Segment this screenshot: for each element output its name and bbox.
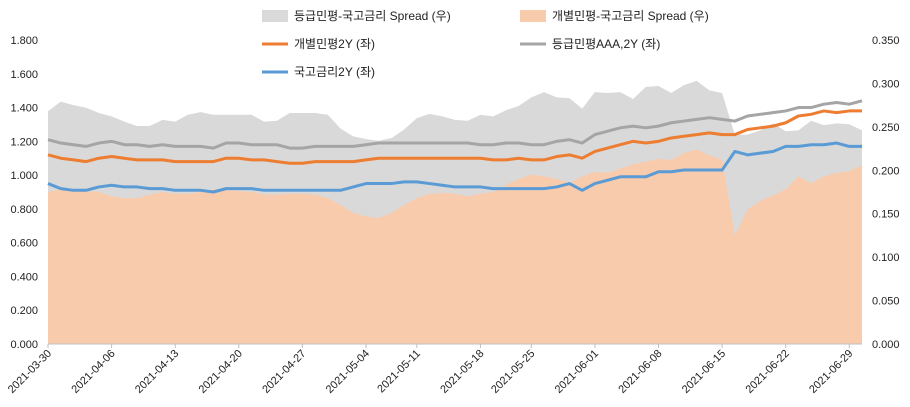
y-left-tick-label: 0.200 xyxy=(10,305,38,317)
y-left-tick-label: 1.000 xyxy=(10,170,38,182)
x-tick-label: 2021-05-25 xyxy=(489,348,537,396)
y-left-tick-label: 1.200 xyxy=(10,136,38,148)
x-tick-label: 2021-05-11 xyxy=(375,348,423,396)
y-axis-left-ticks: 0.000 0.200 0.400 0.600 0.800 1.000 1.200 1.400… xyxy=(10,35,38,351)
x-tick-label: 2021-05-18 xyxy=(438,348,486,396)
x-tick-label: 2021-04-06 xyxy=(69,348,117,396)
y-right-tick-label: 0.350 xyxy=(872,35,900,47)
area-series-1 xyxy=(48,149,862,344)
legend-label-line-indiv: 개별민평2Y (좌) xyxy=(294,37,375,51)
y-left-tick-label: 0.600 xyxy=(10,238,38,250)
x-tick-label: 2021-06-29 xyxy=(807,348,855,396)
x-tick-label: 2021-06-08 xyxy=(616,348,664,396)
line-series-1 xyxy=(47,109,862,165)
y-left-tick-label: 1.800 xyxy=(10,35,38,47)
x-tick-label: 2021-05-04 xyxy=(324,348,372,396)
line-series-2 xyxy=(47,141,862,194)
x-tick-label: 2021-06-15 xyxy=(680,348,728,396)
x-tick-label: 2021-04-20 xyxy=(197,348,245,396)
legend-swatch-area-indiv xyxy=(520,10,546,22)
legend-label-area-indiv: 개별민평-국고금리 Spread (우) xyxy=(552,9,709,23)
y-left-tick-label: 0.000 xyxy=(10,339,38,351)
x-tick-label: 2021-04-13 xyxy=(133,348,181,396)
spread-areas xyxy=(48,80,862,344)
y-right-tick-label: 0.250 xyxy=(872,122,900,134)
legend-label-area-aaa: 등급민평-국고금리 Spread (우) xyxy=(294,9,451,23)
legend-swatch-area-aaa xyxy=(262,10,288,22)
y-left-tick-label: 0.800 xyxy=(10,204,38,216)
y-right-tick-label: 0.150 xyxy=(872,209,900,221)
legend-label-line-aaa: 등급민평AAA,2Y (좌) xyxy=(552,37,660,51)
x-axis-ticks: 2021-03-30 2021-04-06 2021-04-13 2021-04-20… xyxy=(6,344,855,396)
line-series-0 xyxy=(47,99,863,150)
legend-label-line-ktb: 국고금리2Y (좌) xyxy=(294,65,375,79)
x-tick-label: 2021-03-30 xyxy=(6,348,54,396)
x-tick-label: 2021-04-27 xyxy=(260,348,308,396)
y-left-tick-label: 1.600 xyxy=(10,69,38,81)
y-left-tick-label: 1.400 xyxy=(10,103,38,115)
x-tick-label: 2021-06-01 xyxy=(553,348,601,396)
y-right-tick-label: 0.300 xyxy=(872,78,900,90)
y-right-tick-label: 0.200 xyxy=(872,165,900,177)
y-right-tick-label: 0.100 xyxy=(872,252,900,264)
y-right-tick-label: 0.000 xyxy=(872,339,900,351)
legend: 등급민평-국고금리 Spread (우) 개별민평-국고금리 Spread (우… xyxy=(262,9,709,79)
yield-lines xyxy=(47,99,863,194)
y-right-tick-label: 0.050 xyxy=(872,296,900,308)
y-axis-right-ticks: 0.000 0.050 0.100 0.150 0.200 0.250 0.300 0.350 xyxy=(872,35,900,351)
y-left-tick-label: 0.400 xyxy=(10,271,38,283)
x-tick-label: 2021-06-22 xyxy=(744,348,792,396)
